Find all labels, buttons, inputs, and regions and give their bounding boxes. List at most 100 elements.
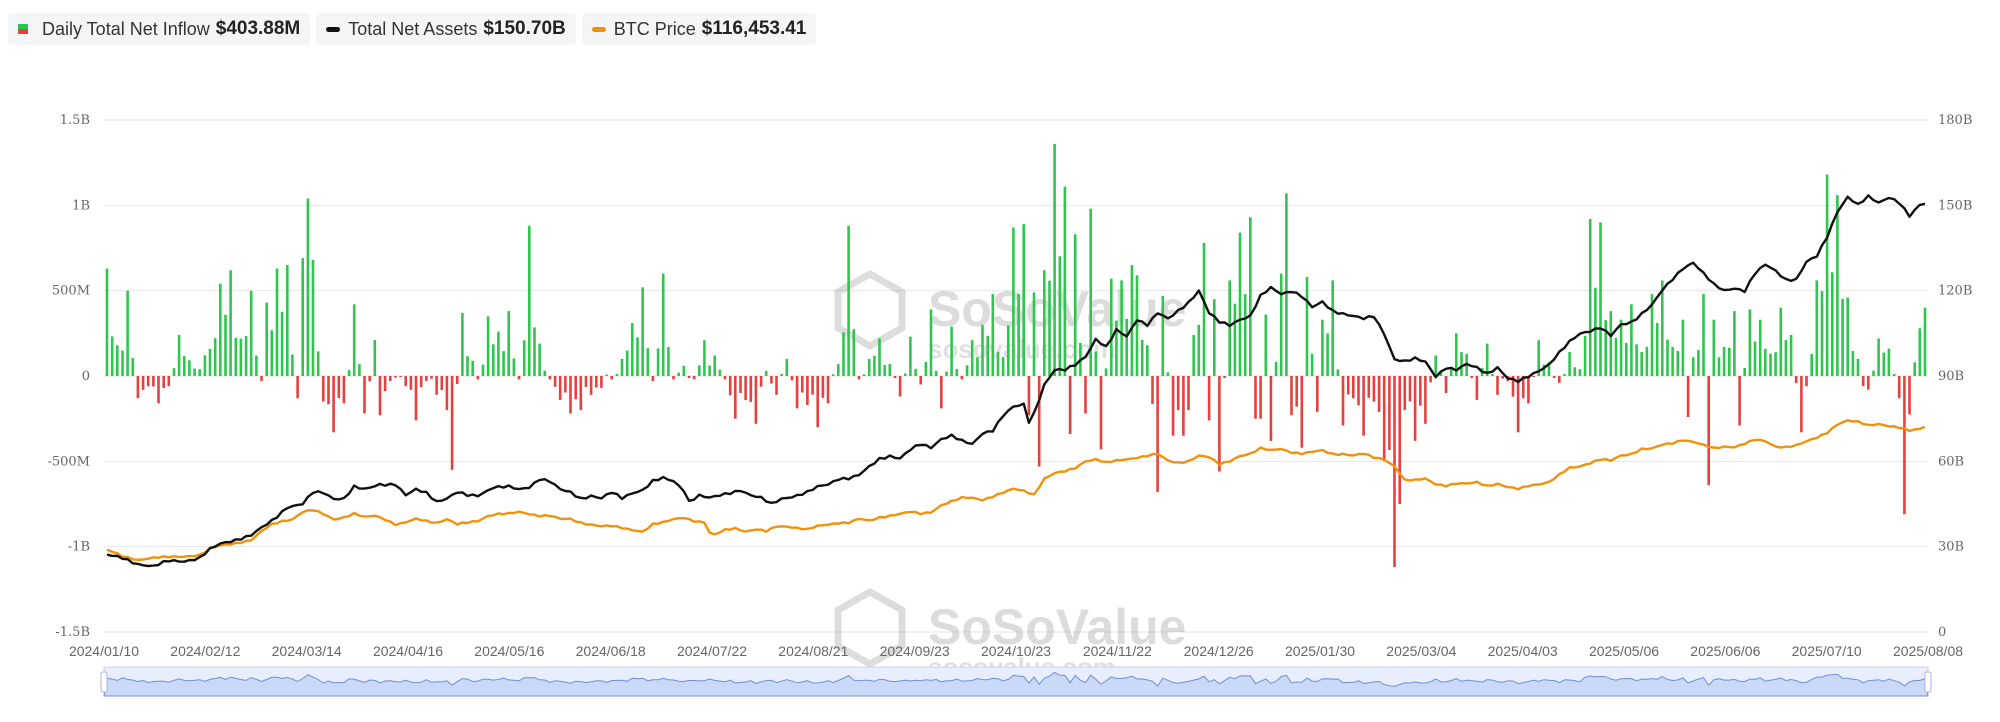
inflow-bar: [1645, 346, 1649, 376]
inflow-bar: [337, 376, 341, 398]
inflow-bar: [1362, 376, 1365, 436]
inflow-bar: [1274, 361, 1278, 376]
inflow-bar: [940, 376, 943, 409]
inflow-bar: [909, 336, 912, 376]
inflow-bar: [270, 330, 274, 376]
inflow-bar: [1310, 353, 1314, 376]
inflow-bar: [1691, 357, 1695, 376]
inflow-bar: [1213, 299, 1216, 376]
x-tick-label: 2024/01/10: [69, 643, 139, 659]
inflow-bar: [1753, 341, 1757, 376]
inflow-bar: [857, 376, 861, 380]
inflow-bar: [213, 338, 217, 376]
inflow-bar: [1182, 376, 1185, 436]
inflow-bar: [1336, 369, 1340, 376]
inflow-bar: [986, 335, 989, 376]
legend-item-daily-net-inflow[interactable]: Daily Total Net Inflow $403.88M: [8, 13, 311, 45]
inflow-bar: [1043, 270, 1046, 376]
inflow-bar: [1516, 376, 1520, 433]
inflow-bar: [121, 350, 124, 376]
inflow-bar: [826, 376, 830, 404]
inflow-bar: [965, 365, 969, 376]
inflow-bar: [389, 376, 392, 382]
line-swatch-icon: [326, 26, 341, 32]
inflow-bar: [275, 268, 279, 376]
inflow-bar: [1738, 376, 1741, 426]
inflow-bar: [620, 358, 624, 376]
left-tick-label: 1B: [72, 198, 90, 213]
inflow-bar: [1377, 376, 1381, 412]
inflow-bar: [1537, 340, 1540, 376]
inflow-bar: [1444, 376, 1448, 394]
inflow-bar: [533, 327, 536, 376]
inflow-bar: [481, 364, 485, 376]
inflow-bar: [183, 356, 186, 376]
inflow-bar: [291, 354, 294, 376]
inflow-bar: [1892, 374, 1896, 376]
inflow-bar: [888, 364, 892, 376]
inflow-bar: [816, 376, 819, 428]
inflow-bar: [1429, 376, 1432, 383]
inflow-bar: [1733, 311, 1736, 376]
inflow-bar: [327, 376, 330, 405]
inflow-bar: [131, 358, 135, 376]
inflow-bar: [383, 376, 387, 392]
inflow-bar: [589, 376, 593, 395]
inflow-bar: [1187, 376, 1190, 411]
inflow-bar: [1125, 318, 1128, 376]
inflow-bar: [528, 225, 531, 376]
right-tick-label: 180B: [1938, 113, 1972, 128]
inflow-bar: [728, 376, 732, 396]
inflow-bar: [708, 365, 711, 376]
inflow-bar: [492, 344, 495, 376]
x-tick-label: 2024/07/22: [677, 643, 747, 659]
inflow-bar: [656, 348, 660, 376]
inflow-bar: [301, 258, 304, 376]
legend-item-btc-price[interactable]: BTC Price $116,453.41: [581, 13, 817, 45]
inflow-bar: [873, 355, 876, 376]
inflow-bar: [399, 376, 402, 378]
inflow-bar: [1717, 357, 1721, 376]
x-tick-label: 2024/08/21: [778, 643, 848, 659]
inflow-bar: [1017, 294, 1020, 376]
inflow-bar: [677, 372, 680, 376]
inflow-bar: [847, 225, 850, 376]
inflow-bar: [976, 357, 979, 376]
inflow-bar: [1279, 273, 1283, 376]
inflow-bar: [476, 376, 480, 380]
legend-item-total-net-assets[interactable]: Total Net Assets $150.70B: [316, 13, 576, 45]
right-tick-label: 150B: [1938, 198, 1972, 213]
inflow-bar: [1609, 311, 1613, 376]
x-tick-label: 2024/11/22: [1083, 643, 1152, 659]
inflow-bar: [260, 376, 263, 382]
range-navigator[interactable]: [100, 666, 1932, 697]
inflow-bar: [569, 376, 572, 414]
inflow-bar: [1388, 376, 1391, 451]
inflow-bar: [512, 358, 516, 376]
inflow-bar: [1547, 362, 1551, 376]
inflow-bar: [1599, 222, 1602, 376]
inflow-bar: [924, 361, 928, 376]
inflow-bar: [1156, 376, 1159, 493]
inflow-bar: [1326, 333, 1329, 376]
inflow-bar: [775, 376, 778, 395]
left-tick-label: -1.5B: [55, 625, 90, 640]
inflow-bar: [1367, 376, 1371, 398]
left-tick-label: -1B: [68, 540, 90, 555]
inflow-bar: [945, 371, 948, 376]
inflow-bar: [1269, 376, 1273, 441]
inflow-bar: [1923, 307, 1927, 376]
inflow-bar: [1001, 357, 1005, 376]
inflow-bar: [960, 376, 964, 380]
inflow-bar: [1789, 335, 1793, 376]
x-tick-label: 2025/07/10: [1792, 643, 1862, 659]
inflow-bar: [1238, 232, 1242, 376]
inflow-bar: [1151, 376, 1154, 404]
inflow-bar: [1625, 343, 1628, 376]
inflow-bar: [558, 376, 562, 400]
inflow-bar: [842, 332, 845, 376]
legend: Daily Total Net Inflow $403.88M Total Ne…: [8, 13, 817, 45]
inflow-bar: [1146, 345, 1149, 376]
x-tick-label: 2024/09/23: [880, 643, 950, 659]
watermark-logo-icon: [834, 269, 906, 351]
